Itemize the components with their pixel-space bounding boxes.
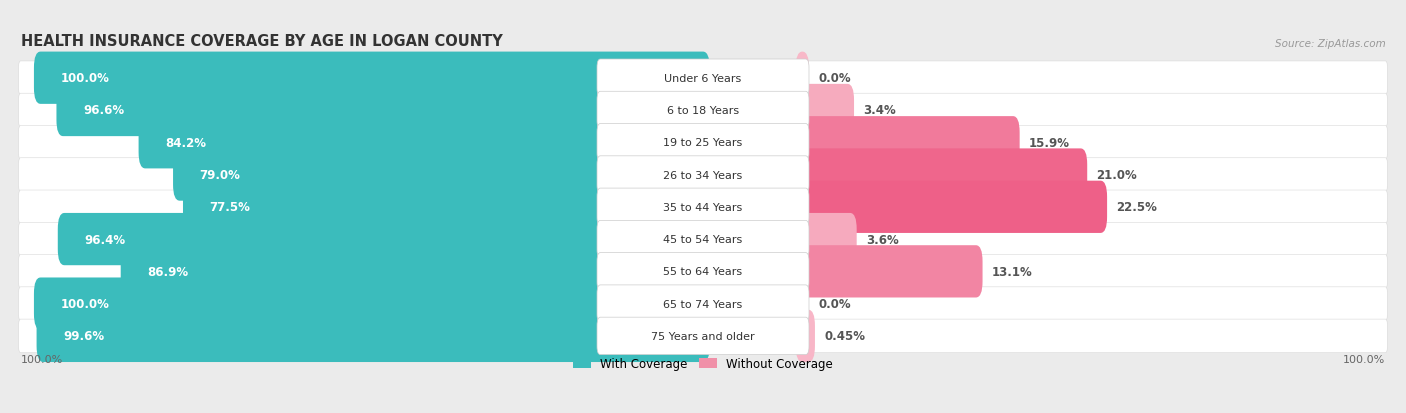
FancyBboxPatch shape bbox=[18, 190, 1388, 224]
Text: 75 Years and older: 75 Years and older bbox=[651, 331, 755, 341]
Text: 35 to 44 Years: 35 to 44 Years bbox=[664, 202, 742, 212]
FancyBboxPatch shape bbox=[18, 94, 1388, 128]
FancyBboxPatch shape bbox=[121, 246, 710, 298]
FancyBboxPatch shape bbox=[598, 157, 808, 194]
Text: 3.6%: 3.6% bbox=[866, 233, 898, 246]
FancyBboxPatch shape bbox=[796, 278, 808, 330]
Text: 55 to 64 Years: 55 to 64 Years bbox=[664, 267, 742, 277]
FancyBboxPatch shape bbox=[18, 126, 1388, 160]
FancyBboxPatch shape bbox=[34, 52, 710, 104]
Text: 0.45%: 0.45% bbox=[824, 330, 865, 342]
Text: 0.0%: 0.0% bbox=[818, 297, 851, 310]
Text: 100.0%: 100.0% bbox=[21, 354, 63, 364]
Text: 15.9%: 15.9% bbox=[1029, 136, 1070, 150]
Text: 99.6%: 99.6% bbox=[63, 330, 104, 342]
Text: 100.0%: 100.0% bbox=[60, 297, 110, 310]
Text: HEALTH INSURANCE COVERAGE BY AGE IN LOGAN COUNTY: HEALTH INSURANCE COVERAGE BY AGE IN LOGA… bbox=[21, 34, 502, 49]
FancyBboxPatch shape bbox=[34, 278, 710, 330]
FancyBboxPatch shape bbox=[796, 52, 808, 104]
Text: 77.5%: 77.5% bbox=[209, 201, 250, 214]
FancyBboxPatch shape bbox=[796, 310, 815, 362]
Text: 6 to 18 Years: 6 to 18 Years bbox=[666, 106, 740, 116]
FancyBboxPatch shape bbox=[173, 149, 710, 201]
Text: 96.6%: 96.6% bbox=[83, 104, 124, 117]
Text: 19 to 25 Years: 19 to 25 Years bbox=[664, 138, 742, 148]
Text: 26 to 34 Years: 26 to 34 Years bbox=[664, 170, 742, 180]
Text: 96.4%: 96.4% bbox=[84, 233, 125, 246]
FancyBboxPatch shape bbox=[598, 285, 808, 323]
Text: 45 to 54 Years: 45 to 54 Years bbox=[664, 235, 742, 244]
FancyBboxPatch shape bbox=[18, 62, 1388, 95]
FancyBboxPatch shape bbox=[598, 92, 808, 129]
Legend: With Coverage, Without Coverage: With Coverage, Without Coverage bbox=[572, 357, 834, 370]
Text: 79.0%: 79.0% bbox=[200, 169, 240, 182]
FancyBboxPatch shape bbox=[796, 85, 853, 137]
FancyBboxPatch shape bbox=[598, 60, 808, 97]
FancyBboxPatch shape bbox=[796, 117, 1019, 169]
Text: 21.0%: 21.0% bbox=[1097, 169, 1137, 182]
Text: Under 6 Years: Under 6 Years bbox=[665, 74, 741, 83]
Text: 84.2%: 84.2% bbox=[165, 136, 207, 150]
Text: 0.0%: 0.0% bbox=[818, 72, 851, 85]
Text: 13.1%: 13.1% bbox=[991, 265, 1032, 278]
FancyBboxPatch shape bbox=[598, 318, 808, 355]
FancyBboxPatch shape bbox=[139, 117, 710, 169]
Text: 65 to 74 Years: 65 to 74 Years bbox=[664, 299, 742, 309]
FancyBboxPatch shape bbox=[796, 181, 1107, 233]
FancyBboxPatch shape bbox=[18, 319, 1388, 353]
Text: 22.5%: 22.5% bbox=[1116, 201, 1157, 214]
Text: 100.0%: 100.0% bbox=[60, 72, 110, 85]
FancyBboxPatch shape bbox=[183, 181, 710, 233]
FancyBboxPatch shape bbox=[598, 221, 808, 258]
Text: Source: ZipAtlas.com: Source: ZipAtlas.com bbox=[1275, 39, 1385, 49]
FancyBboxPatch shape bbox=[796, 214, 856, 266]
Text: 86.9%: 86.9% bbox=[148, 265, 188, 278]
FancyBboxPatch shape bbox=[58, 214, 710, 266]
FancyBboxPatch shape bbox=[598, 124, 808, 161]
FancyBboxPatch shape bbox=[796, 149, 1087, 201]
FancyBboxPatch shape bbox=[598, 189, 808, 226]
Text: 100.0%: 100.0% bbox=[1343, 354, 1385, 364]
FancyBboxPatch shape bbox=[796, 246, 983, 298]
FancyBboxPatch shape bbox=[56, 85, 710, 137]
FancyBboxPatch shape bbox=[18, 287, 1388, 320]
FancyBboxPatch shape bbox=[598, 253, 808, 290]
FancyBboxPatch shape bbox=[37, 310, 710, 362]
Text: 3.4%: 3.4% bbox=[863, 104, 896, 117]
FancyBboxPatch shape bbox=[18, 223, 1388, 256]
FancyBboxPatch shape bbox=[18, 255, 1388, 288]
FancyBboxPatch shape bbox=[18, 158, 1388, 192]
